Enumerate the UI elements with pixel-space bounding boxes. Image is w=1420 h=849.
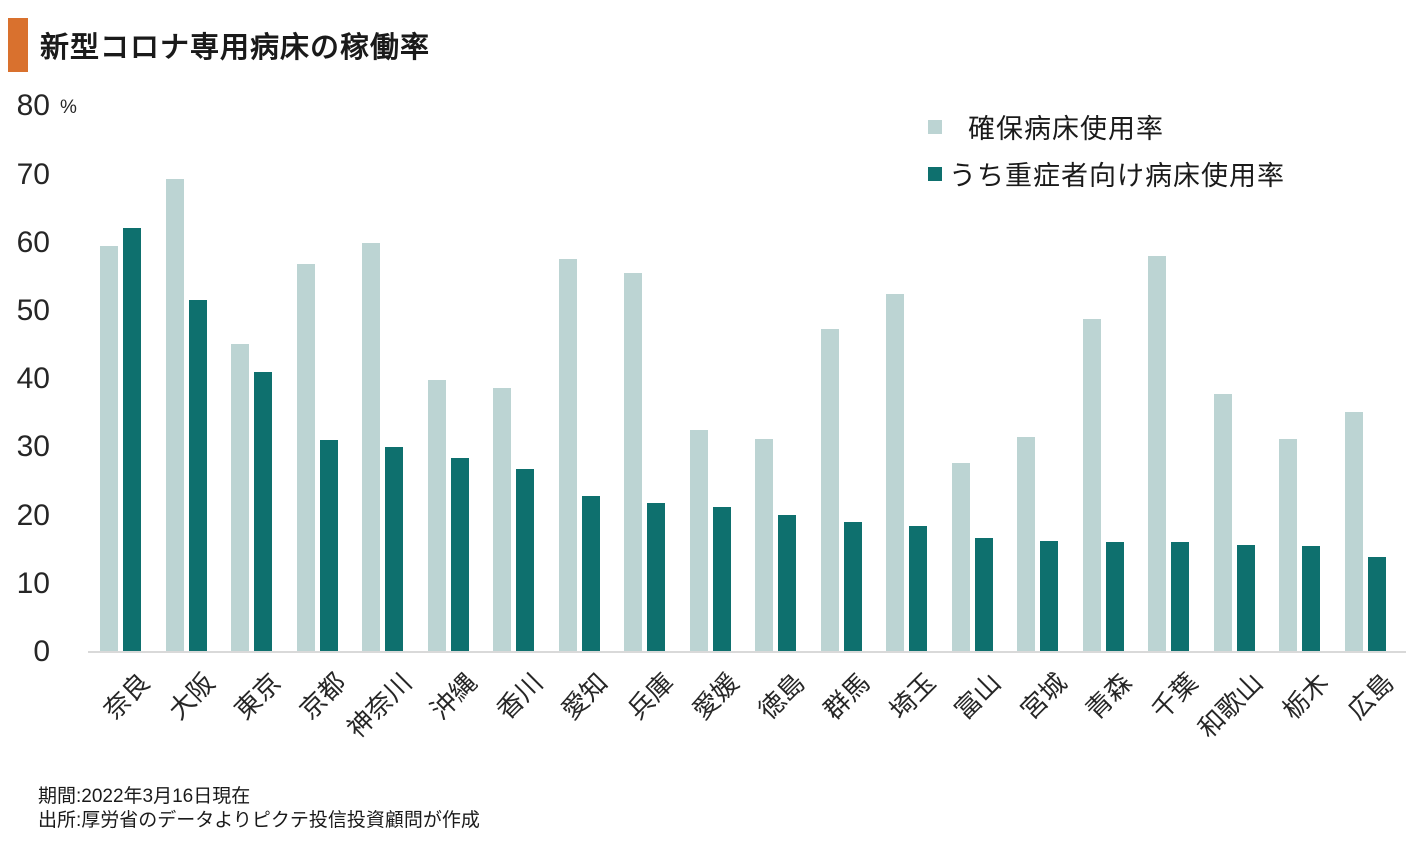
bar-series0-15 [1082, 318, 1101, 652]
bar-series0-14 [1017, 437, 1035, 652]
bar-series1-10 [778, 514, 796, 652]
legend-item: 確保病床使用率 [928, 103, 1285, 150]
bar-series0-0 [100, 245, 118, 652]
legend: 確保病床使用率うち重症者向け病床使用率 [928, 103, 1285, 197]
bar-series1-16 [1171, 542, 1189, 652]
y-tick-label: 40 [16, 362, 50, 396]
bar-series0-6 [493, 388, 511, 652]
title-accent-bar [8, 18, 28, 72]
legend-swatch [928, 119, 942, 134]
legend-item: うち重症者向け病床使用率 [928, 150, 1285, 197]
bar-series0-10 [755, 438, 773, 652]
y-tick-label: 50 [16, 294, 50, 327]
bar-series1-8 [647, 503, 665, 652]
bar-series1-18 [1302, 546, 1320, 652]
y-tick-label: 70 [16, 157, 50, 191]
bar-series0-2 [231, 343, 249, 652]
bar-series1-17 [1236, 544, 1255, 652]
bar-series0-3 [296, 263, 315, 652]
legend-label: うち重症者向け病床使用率 [949, 161, 1285, 191]
y-tick-label: 0 [33, 635, 50, 668]
bar-series1-7 [581, 495, 600, 652]
y-axis-unit-label: % [60, 97, 77, 118]
legend-label: 確保病床使用率 [968, 114, 1164, 144]
bar-series1-4 [385, 446, 403, 652]
y-tick-label: 20 [16, 498, 50, 532]
chart-footer: 期間:2022年3月16日現在 出所:厚労省のデータよりピクテ投信投資顧問が作成 [38, 785, 480, 833]
bar-series0-5 [427, 379, 446, 652]
bar-series1-19 [1367, 557, 1386, 652]
footer-source: 出所:厚労省のデータよりピクテ投信投資顧問が作成 [38, 810, 480, 831]
y-tick-label: 10 [16, 566, 50, 600]
bar-series0-7 [558, 259, 577, 652]
bar-series1-12 [909, 525, 927, 652]
bar-series1-15 [1105, 541, 1124, 652]
bar-series0-8 [624, 272, 642, 652]
footer-period: 期間:2022年3月16日現在 [38, 786, 251, 807]
bar-series0-18 [1279, 438, 1297, 652]
bar-series1-2 [254, 371, 272, 652]
y-tick-label: 30 [16, 430, 50, 464]
bar-series1-3 [319, 439, 338, 652]
bar-series0-12 [886, 293, 904, 652]
bar-series1-6 [516, 469, 534, 652]
legend-swatch [928, 166, 942, 181]
bar-series0-11 [820, 328, 839, 652]
bar-series1-5 [450, 458, 469, 652]
bar-series1-11 [843, 522, 862, 652]
y-tick-label: 60 [16, 225, 50, 259]
chart-header: 新型コロナ専用病床の稼働率 [8, 18, 430, 72]
bar-series0-9 [689, 430, 708, 652]
x-axis-line [88, 651, 1406, 653]
bar-series1-13 [974, 538, 993, 652]
bar-series1-0 [123, 228, 141, 652]
bar-series1-1 [188, 300, 207, 652]
bar-series0-4 [362, 242, 380, 652]
bar-series0-13 [951, 463, 970, 652]
bar-series0-19 [1344, 411, 1363, 652]
bar-series1-14 [1040, 540, 1058, 652]
y-tick-label: 80 [16, 89, 50, 123]
bar-series1-9 [712, 507, 731, 652]
bar-series0-17 [1213, 394, 1232, 652]
bar-series0-16 [1148, 255, 1166, 652]
bar-series0-1 [165, 178, 184, 652]
page-title: 新型コロナ専用病床の稼働率 [40, 32, 431, 64]
